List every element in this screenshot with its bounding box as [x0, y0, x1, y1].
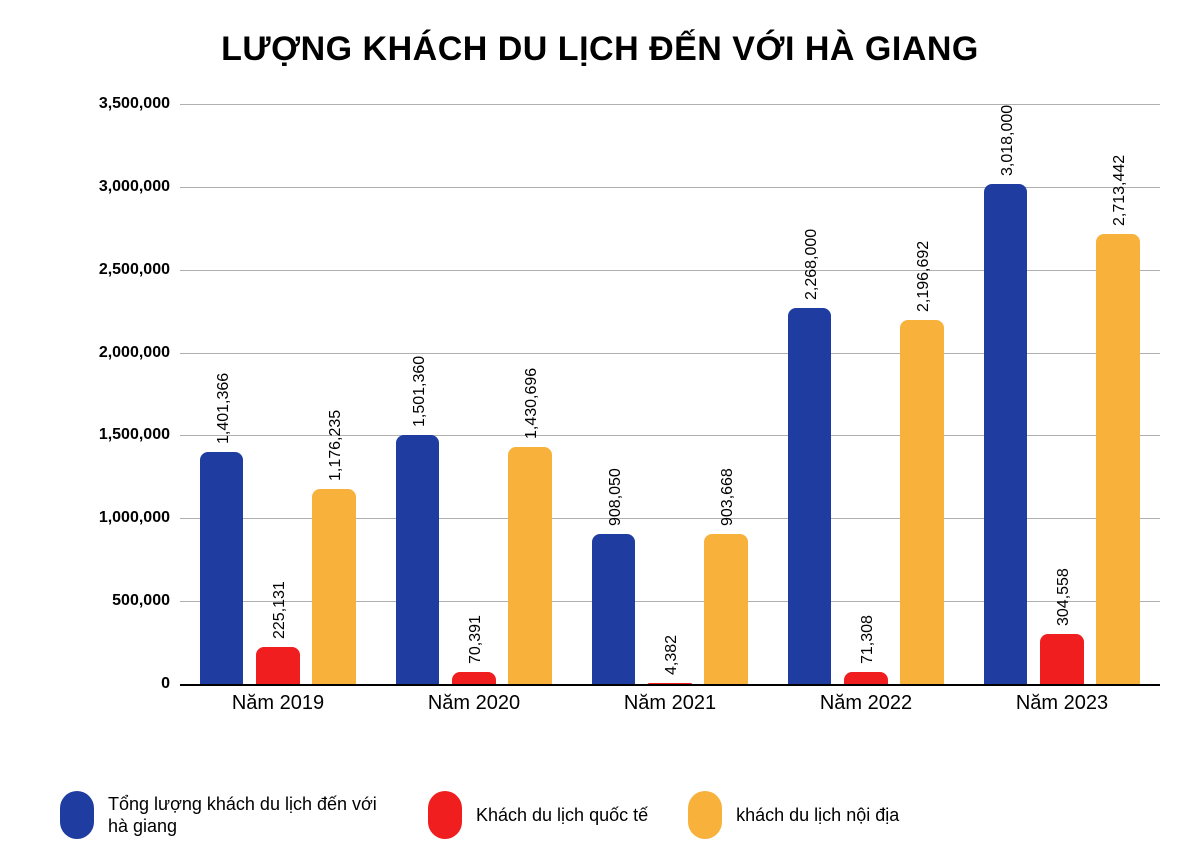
bar-total	[984, 184, 1028, 684]
bar-value-label: 2,196,692	[915, 241, 933, 312]
xtick-label: Năm 2021	[592, 684, 749, 715]
ytick-label: 1,500,000	[70, 426, 170, 444]
ytick-label: 1,000,000	[70, 509, 170, 527]
ytick-label: 3,000,000	[70, 178, 170, 196]
legend-swatch-international	[428, 791, 462, 839]
page: LƯỢNG KHÁCH DU LỊCH ĐẾN VỚI HÀ GIANG 0 50…	[0, 0, 1200, 857]
bar-group: 908,0504,382903,668Năm 2021	[592, 104, 749, 684]
legend-item-total: Tổng lượng khách du lịch đến với hà gian…	[60, 791, 388, 839]
bar-value-label: 304,558	[1055, 568, 1073, 626]
bar-value-label: 1,401,366	[215, 373, 233, 444]
legend-item-domestic: khách du lịch nội địa	[688, 791, 899, 839]
bar-total	[592, 534, 636, 684]
ytick-label: 2,000,000	[70, 344, 170, 362]
bar-value-label: 3,018,000	[999, 105, 1017, 176]
legend-label-total: Tổng lượng khách du lịch đến với hà gian…	[108, 793, 388, 838]
bar-value-label: 4,382	[663, 635, 681, 675]
plot-area: 0500,0001,000,0001,500,0002,000,0002,500…	[180, 104, 1160, 686]
bar-value-label: 903,668	[719, 468, 737, 526]
chart-title: LƯỢNG KHÁCH DU LỊCH ĐẾN VỚI HÀ GIANG	[30, 30, 1170, 69]
xtick-label: Năm 2020	[396, 684, 553, 715]
bar-group: 1,401,366225,1311,176,235Năm 2019	[200, 104, 357, 684]
bar-total	[788, 308, 832, 684]
bar-total	[200, 452, 244, 684]
bar-international	[256, 647, 300, 684]
bar-group: 3,018,000304,5582,713,442Năm 2023	[984, 104, 1141, 684]
xtick-label: Năm 2023	[984, 684, 1141, 715]
bar-total	[396, 435, 440, 684]
bar-domestic	[1096, 234, 1140, 684]
bar-group: 1,501,36070,3911,430,696Năm 2020	[396, 104, 553, 684]
bar-international	[1040, 634, 1084, 684]
ytick-label: 0	[70, 675, 170, 693]
bar-value-label: 2,713,442	[1111, 155, 1129, 226]
bar-value-label: 2,268,000	[803, 229, 821, 300]
bar-value-label: 70,391	[467, 615, 485, 664]
bar-domestic	[312, 489, 356, 684]
ytick-label: 3,500,000	[70, 95, 170, 113]
bar-domestic	[508, 447, 552, 684]
bar-value-label: 71,308	[859, 615, 877, 664]
legend-item-international: Khách du lịch quốc tế	[428, 791, 648, 839]
ytick-label: 2,500,000	[70, 261, 170, 279]
legend-label-international: Khách du lịch quốc tế	[476, 804, 648, 827]
bar-domestic	[704, 534, 748, 684]
legend-label-domestic: khách du lịch nội địa	[736, 804, 899, 827]
chart: 0 500,000 1,000,000 1,500,000 2,000,000 2,500…	[70, 94, 1170, 734]
legend: Tổng lượng khách du lịch đến với hà gian…	[60, 791, 1170, 839]
bar-international	[452, 672, 496, 684]
ytick-label: 500,000	[70, 592, 170, 610]
bar-value-label: 1,430,696	[523, 368, 541, 439]
bar-international	[844, 672, 888, 684]
bar-value-label: 1,501,360	[411, 356, 429, 427]
xtick-label: Năm 2019	[200, 684, 357, 715]
bar-domestic	[900, 320, 944, 684]
legend-swatch-total	[60, 791, 94, 839]
bar-value-label: 1,176,235	[327, 410, 345, 481]
bar-value-label: 225,131	[271, 581, 289, 639]
bar-group: 2,268,00071,3082,196,692Năm 2022	[788, 104, 945, 684]
bar-value-label: 908,050	[607, 468, 625, 526]
xtick-label: Năm 2022	[788, 684, 945, 715]
legend-swatch-domestic	[688, 791, 722, 839]
